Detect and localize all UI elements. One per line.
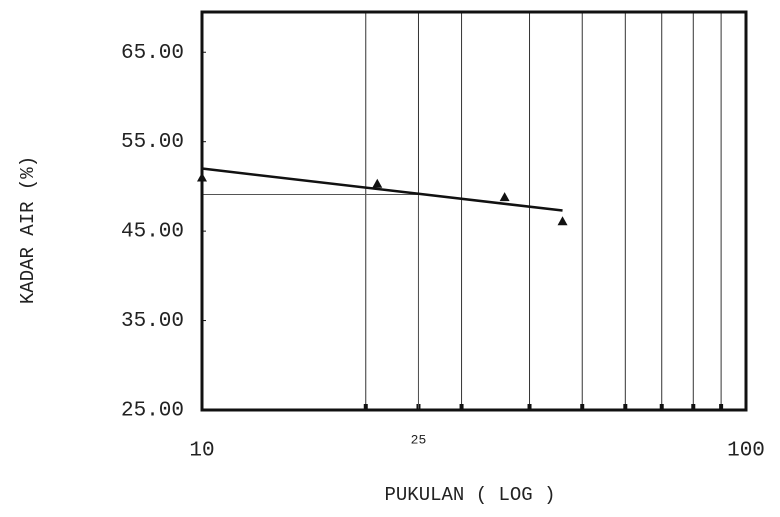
x-tick-label: 25: [411, 432, 427, 447]
x-tick-label: 10: [189, 440, 214, 463]
point: [499, 192, 510, 202]
y-tick-label: 45.00: [121, 221, 184, 244]
y-tick-label: 25.00: [121, 400, 184, 423]
y-tick-label: 65.00: [121, 42, 184, 65]
point: [372, 178, 383, 188]
x-tick-label: 100: [727, 440, 765, 463]
y-tick-label: 35.00: [121, 310, 184, 333]
y-axis-label: KADAR AIR (%): [17, 156, 39, 304]
point: [557, 216, 568, 226]
y-tick-label: 55.00: [121, 131, 184, 154]
fit-line: [201, 167, 563, 212]
plot-frame: [200, 10, 748, 412]
x-axis-label: PUKULAN ( LOG ): [384, 484, 555, 506]
